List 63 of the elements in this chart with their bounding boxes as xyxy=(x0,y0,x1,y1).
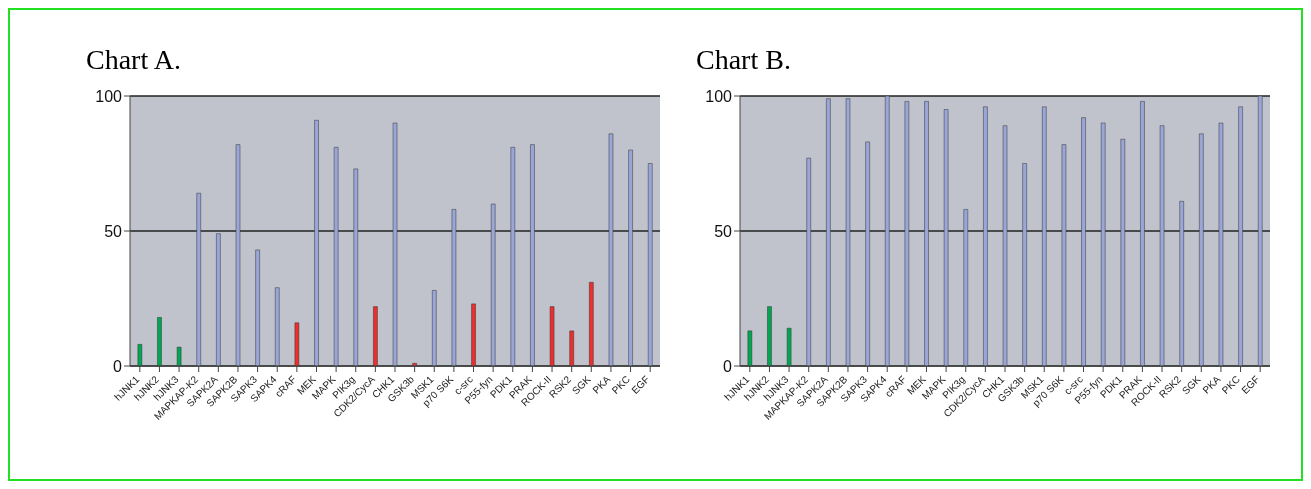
bar xyxy=(510,147,516,366)
x-tick-label: PKA xyxy=(1200,373,1223,396)
bar xyxy=(392,122,398,366)
bar xyxy=(1120,138,1126,366)
bar xyxy=(157,317,162,366)
bar xyxy=(963,209,969,366)
bar xyxy=(924,101,929,366)
bar xyxy=(1002,125,1008,366)
y-tick-label: 0 xyxy=(113,357,123,375)
bar xyxy=(353,168,359,366)
bar xyxy=(865,141,870,366)
bar xyxy=(216,233,221,366)
bar xyxy=(786,327,792,366)
bar xyxy=(451,209,457,366)
bar xyxy=(943,109,949,366)
bar xyxy=(569,330,574,366)
y-tick-label: 100 xyxy=(705,87,733,105)
bar xyxy=(235,144,241,366)
chart-title: Chart B. xyxy=(696,44,792,76)
bar xyxy=(549,306,555,366)
bar xyxy=(471,303,476,366)
bar xyxy=(647,163,653,366)
bar xyxy=(628,149,633,366)
bar xyxy=(490,203,496,366)
bar xyxy=(806,157,811,366)
bar xyxy=(1100,122,1106,366)
bar xyxy=(1179,201,1184,366)
bar xyxy=(845,98,851,366)
bar xyxy=(826,98,831,366)
bar xyxy=(196,192,201,366)
bar xyxy=(1140,101,1145,366)
x-tick-label: PKA xyxy=(590,373,613,396)
bar xyxy=(137,344,143,366)
bar xyxy=(294,322,300,366)
bar xyxy=(1218,122,1224,366)
bar xyxy=(1061,144,1067,366)
bar xyxy=(530,144,535,366)
bar xyxy=(1159,125,1165,366)
y-tick-label: 100 xyxy=(95,87,123,105)
bar xyxy=(1199,133,1204,366)
bar xyxy=(767,306,772,366)
bar xyxy=(373,306,378,366)
y-tick-label: 0 xyxy=(723,357,733,375)
bar xyxy=(747,330,753,366)
bar xyxy=(1042,106,1047,366)
bar xyxy=(432,290,437,366)
y-tick-label: 50 xyxy=(104,222,123,240)
chart-title: Chart A. xyxy=(86,44,182,76)
bar xyxy=(904,101,910,366)
bar xyxy=(1081,117,1086,366)
bar xyxy=(1257,96,1263,366)
bar xyxy=(589,282,594,366)
y-tick-label: 50 xyxy=(714,222,733,240)
bar xyxy=(333,147,339,366)
bar xyxy=(314,120,319,366)
bar xyxy=(983,106,988,366)
bar xyxy=(176,346,182,366)
bar xyxy=(255,249,260,366)
bar xyxy=(1022,163,1027,366)
bar xyxy=(885,96,890,366)
bar xyxy=(1238,106,1243,366)
bar xyxy=(608,133,614,366)
bar xyxy=(275,287,280,366)
